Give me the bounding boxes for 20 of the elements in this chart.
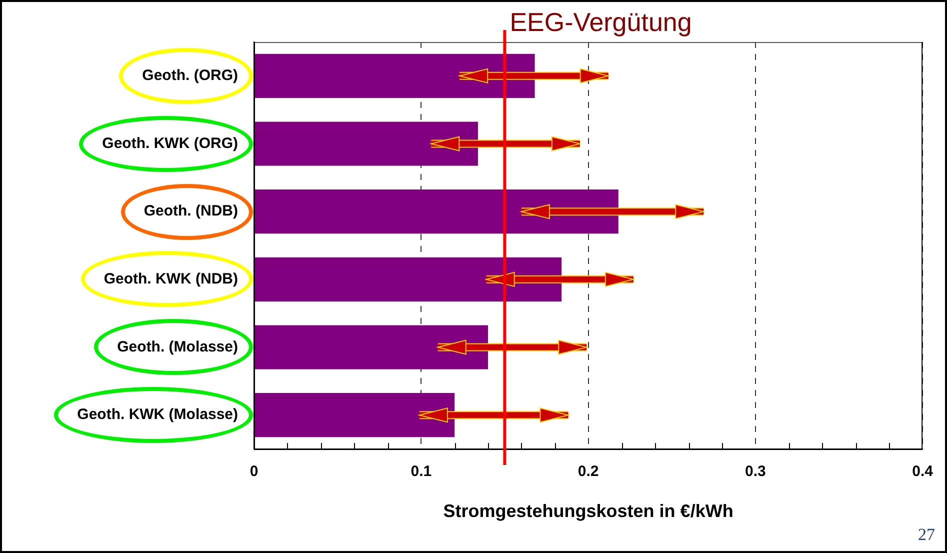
x-tick-label: 0.1 <box>410 463 432 480</box>
x-tick-label: 0.4 <box>912 463 934 480</box>
bar <box>254 393 455 438</box>
y-tick-label: Geoth. KWK (ORG) <box>102 134 238 152</box>
bar <box>254 122 478 166</box>
y-tick-label: Geoth. (Molasse) <box>117 338 238 356</box>
text: 27 <box>918 525 935 545</box>
bar <box>254 190 618 234</box>
y-tick-label: Geoth. (NDB) <box>144 202 238 220</box>
y-tick-label: Geoth. (ORG) <box>142 67 238 84</box>
x-axis-title: Stromgestehungskosten in €/kWh <box>443 501 734 522</box>
bar <box>254 54 535 98</box>
ref-line-label: EEG-Vergütung <box>510 7 692 38</box>
y-tick-label: Geoth. KWK (NDB) <box>104 270 238 288</box>
x-tick-label: 0.3 <box>745 463 766 480</box>
bar <box>254 325 488 370</box>
x-tick-label: 0.2 <box>578 463 599 480</box>
x-tick-label: 0 <box>250 463 258 480</box>
bar <box>254 257 562 302</box>
y-tick-label: Geoth. KWK (Molasse) <box>77 406 238 424</box>
